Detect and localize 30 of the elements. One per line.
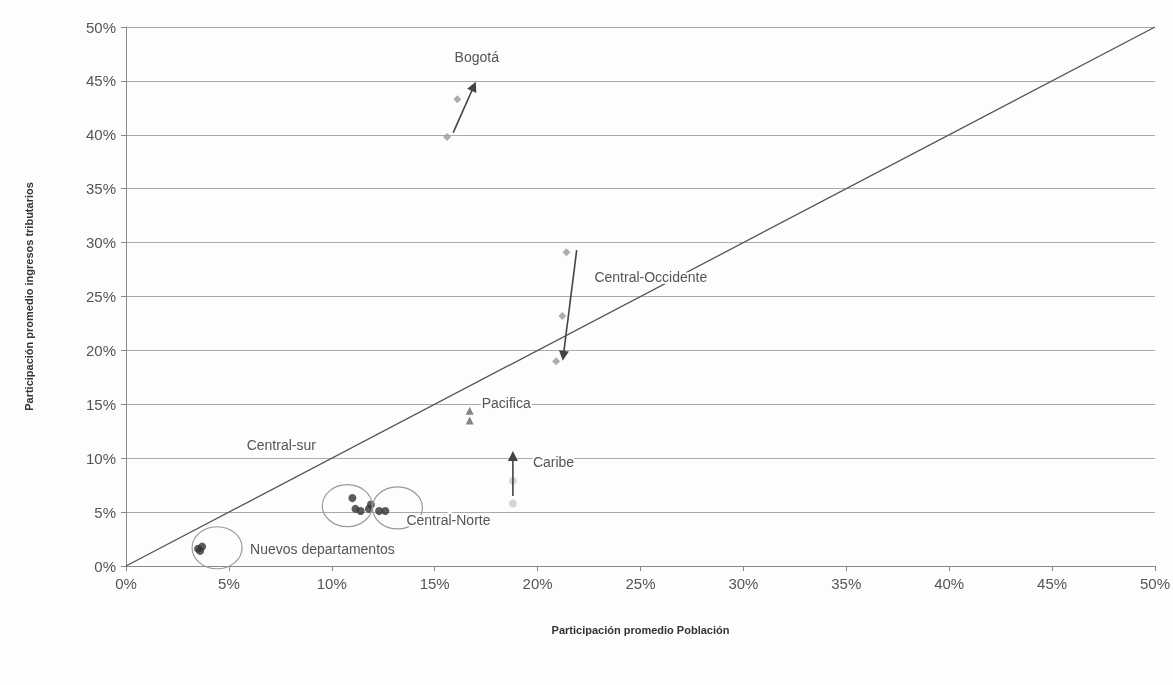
x-tick-label: 25% xyxy=(625,575,656,592)
annotation: Central-sur xyxy=(246,437,317,454)
annotation: Central-Norte xyxy=(406,511,491,528)
x-tick-label: 40% xyxy=(934,575,965,592)
x-tick-label: 30% xyxy=(728,575,759,592)
x-tick-label: 10% xyxy=(316,575,347,592)
y-tick-label: 10% xyxy=(85,449,116,467)
y-tick-label: 15% xyxy=(85,395,116,413)
x-tick-label: 20% xyxy=(522,575,553,592)
y-tick-label: 20% xyxy=(85,341,116,359)
y-tick-label: 45% xyxy=(85,72,116,90)
x-tick-label: 35% xyxy=(831,575,862,592)
y-tick-label: 5% xyxy=(94,503,116,521)
y-axis-title: Participación promedio ingresos tributarios xyxy=(22,182,35,411)
y-tick-label: 25% xyxy=(85,288,116,305)
y-tick-label: 35% xyxy=(85,180,116,198)
x-tick-label: 15% xyxy=(419,575,450,592)
x-tick-label: 45% xyxy=(1037,575,1068,592)
annotation: Caribe xyxy=(532,453,575,470)
x-axis-title: Participación promedio Población xyxy=(551,623,730,636)
annotation: Pacifica xyxy=(481,395,531,412)
x-tick-label: 0% xyxy=(115,575,137,592)
annotation: Bogotá xyxy=(454,48,500,65)
y-tick-label: 0% xyxy=(94,557,116,575)
x-tick-label: 50% xyxy=(1139,575,1170,592)
x-tick-label: 5% xyxy=(218,575,240,592)
y-tick-label: 50% xyxy=(85,18,116,36)
y-tick-label: 40% xyxy=(85,126,116,144)
annotation: Nuevos departamentos xyxy=(250,541,395,558)
y-tick-label: 30% xyxy=(85,234,116,252)
